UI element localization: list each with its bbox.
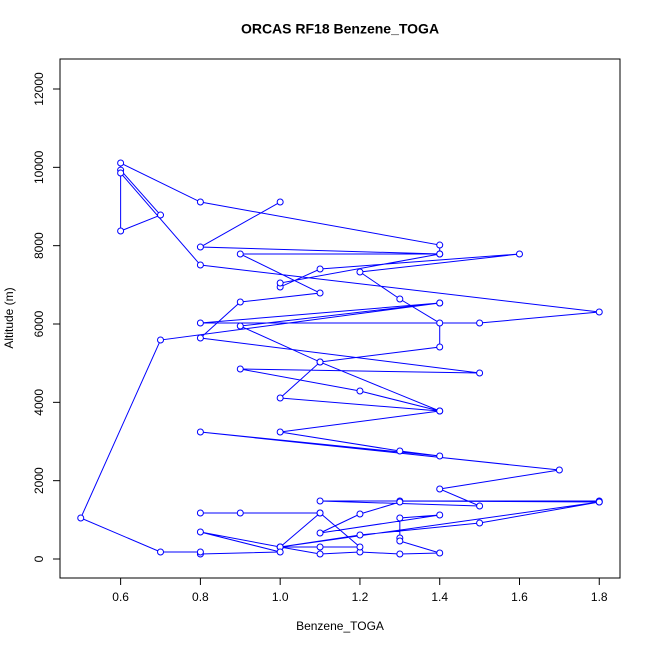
data-point	[356, 510, 364, 518]
data-point	[436, 343, 444, 351]
data-point	[476, 369, 484, 377]
data-point	[276, 428, 284, 436]
y-tick-label: 4000	[32, 389, 46, 416]
data-point	[396, 514, 404, 522]
data-point	[396, 537, 404, 545]
data-point	[316, 358, 324, 366]
data-point	[316, 497, 324, 505]
x-tick-label: 1.4	[431, 590, 448, 604]
data-point	[396, 295, 404, 303]
data-point	[595, 498, 603, 506]
y-tick-label: 0	[32, 555, 46, 562]
data-point	[396, 498, 404, 506]
data-point	[196, 198, 204, 206]
data-point	[436, 250, 444, 258]
data-point	[196, 243, 204, 251]
data-point	[356, 387, 364, 395]
x-tick-label: 0.6	[112, 590, 129, 604]
data-point	[356, 268, 364, 276]
data-point	[316, 265, 324, 273]
data-point	[436, 241, 444, 249]
data-point	[196, 319, 204, 327]
data-point	[436, 319, 444, 327]
data-point	[276, 279, 284, 287]
data-point	[196, 509, 204, 517]
data-line	[80, 162, 600, 555]
data-point	[196, 334, 204, 342]
x-tick-label: 1.2	[352, 590, 369, 604]
data-point	[276, 548, 284, 556]
data-point	[236, 298, 244, 306]
y-tick-label: 12000	[32, 72, 46, 106]
data-point	[316, 529, 324, 537]
x-axis-label: Benzene_TOGA	[296, 619, 384, 633]
plot-frame	[59, 58, 621, 579]
x-tick-label: 1.6	[511, 590, 528, 604]
data-point	[396, 550, 404, 558]
data-point	[276, 394, 284, 402]
y-tick-label: 6000	[32, 310, 46, 337]
chart-title: ORCAS RF18 Benzene_TOGA	[241, 21, 439, 37]
y-axis-label: Altitude (m)	[2, 287, 16, 348]
data-point	[515, 250, 523, 258]
data-point	[476, 502, 484, 510]
data-point	[356, 543, 364, 551]
data-point	[117, 227, 125, 235]
data-point	[157, 336, 165, 344]
data-point	[196, 548, 204, 556]
data-point	[436, 511, 444, 519]
data-point	[436, 485, 444, 493]
data-point	[117, 159, 125, 167]
data-point	[236, 322, 244, 330]
data-point	[316, 550, 324, 558]
data-point	[236, 509, 244, 517]
data-point	[117, 169, 125, 177]
x-tick-label: 0.8	[192, 590, 209, 604]
y-tick-label: 2000	[32, 467, 46, 494]
data-point	[476, 519, 484, 527]
x-tick-label: 1.8	[591, 590, 608, 604]
data-point	[157, 548, 165, 556]
data-point	[316, 509, 324, 517]
y-tick-label: 8000	[32, 232, 46, 259]
data-point	[77, 514, 85, 522]
y-tick-label: 10000	[32, 150, 46, 184]
data-point	[436, 549, 444, 557]
data-point	[196, 428, 204, 436]
data-point	[396, 447, 404, 455]
data-point	[196, 528, 204, 536]
data-point	[595, 308, 603, 316]
data-point	[436, 452, 444, 460]
data-point	[436, 299, 444, 307]
data-point	[236, 250, 244, 258]
data-point	[276, 198, 284, 206]
data-point	[476, 319, 484, 327]
data-point	[236, 365, 244, 373]
data-point	[316, 543, 324, 551]
data-point	[316, 289, 324, 297]
data-point	[555, 466, 563, 474]
data-point	[436, 407, 444, 415]
data-point	[157, 211, 165, 219]
data-point	[196, 261, 204, 269]
x-tick-label: 1.0	[272, 590, 289, 604]
data-point	[356, 531, 364, 539]
